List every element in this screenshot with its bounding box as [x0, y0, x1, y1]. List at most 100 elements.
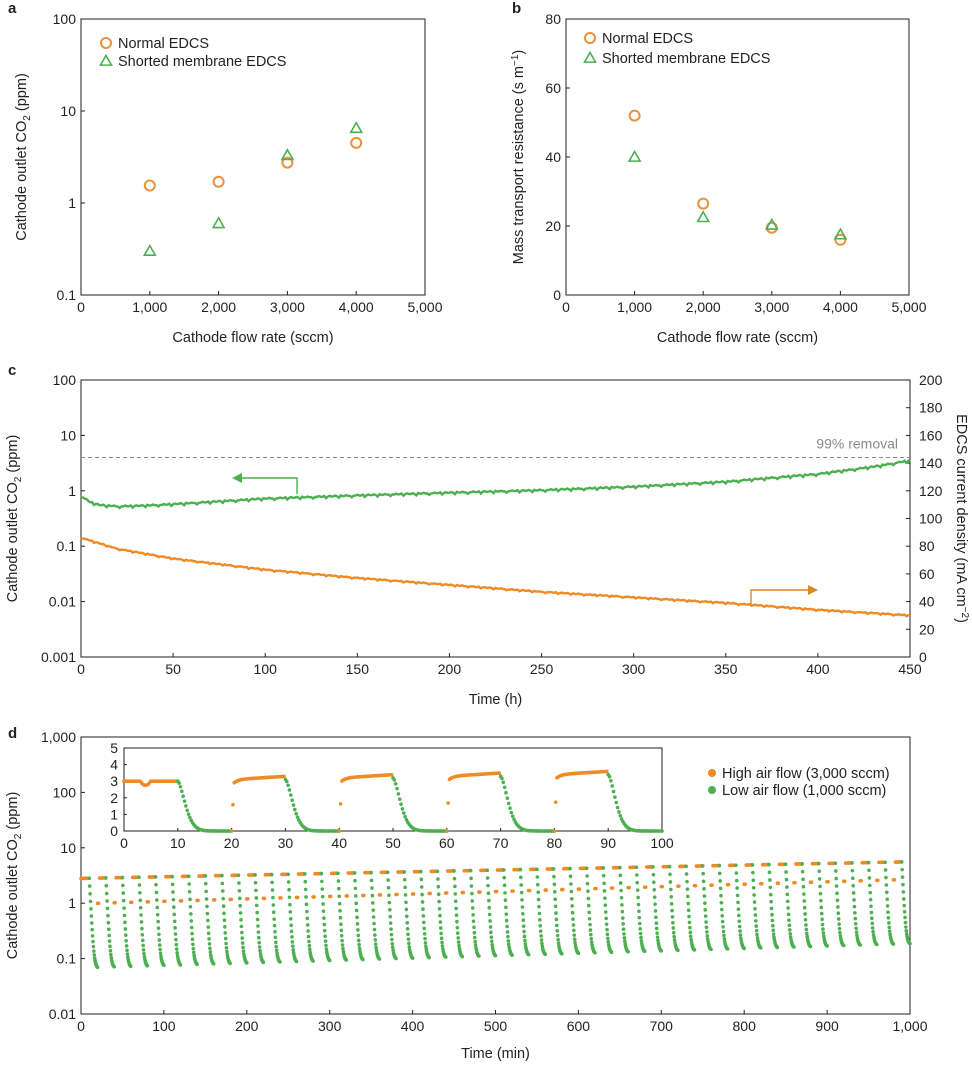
x-tick-label: 450: [898, 661, 922, 677]
low-flow-point: [523, 942, 528, 946]
low-flow-point: [522, 934, 527, 939]
shorted-edcs-point: [142, 243, 157, 257]
low-flow-point: [205, 911, 210, 916]
low-flow-point: [603, 910, 608, 914]
low-flow-point: [802, 892, 806, 896]
low-flow-point: [634, 865, 639, 870]
low-flow-point: [372, 921, 376, 926]
low-flow-point: [174, 942, 179, 947]
inset-low-flow-point: [399, 802, 403, 807]
inset-y-tick-label: 1: [110, 806, 118, 822]
low-flow-point: [239, 924, 244, 929]
low-flow-point: [867, 883, 872, 888]
low-flow-point: [836, 911, 841, 916]
low-flow-point: [692, 948, 697, 952]
low-flow-point: [372, 927, 377, 932]
low-flow-point: [502, 875, 507, 880]
low-flow-point: [157, 943, 162, 947]
low-flow-point: [585, 881, 590, 886]
low-flow-point: [606, 936, 610, 941]
high-flow-point: [527, 888, 532, 893]
low-flow-point: [274, 948, 279, 953]
low-flow-point: [405, 920, 410, 925]
low-flow-point: [288, 916, 293, 921]
low-flow-point: [540, 941, 544, 946]
low-flow-point: [769, 906, 774, 911]
low-flow-point: [337, 886, 341, 891]
inset-x-tick-label: 100: [650, 835, 674, 851]
inset-low-flow-point: [291, 803, 296, 807]
low-flow-point: [223, 924, 227, 929]
high-flow-point: [461, 890, 466, 895]
low-flow-point: [618, 865, 622, 870]
legend-label-shorted: Shorted membrane EDCS: [602, 51, 770, 67]
low-flow-point: [294, 959, 299, 964]
low-flow-point: [654, 926, 659, 931]
low-flow-point: [187, 889, 192, 894]
low-flow-point: [786, 906, 790, 910]
low-flow-point: [493, 953, 498, 958]
low-flow-point: [851, 891, 856, 895]
low-flow-point: [420, 900, 425, 904]
low-flow-point: [224, 946, 229, 950]
low-flow-point: [88, 899, 93, 904]
low-flow-point: [370, 893, 375, 898]
inset-high-flow-point: [497, 771, 502, 775]
low-flow-point: [609, 950, 614, 955]
low-flow-point: [377, 957, 382, 961]
legend-label-normal: Normal EDCS: [118, 36, 209, 52]
low-flow-point: [586, 896, 591, 901]
legend-label-normal: Normal EDCS: [602, 31, 693, 47]
inset-frame: [123, 747, 663, 832]
x-tick-label: 0: [77, 1018, 85, 1034]
x-axis-label-c: Time (h): [469, 692, 522, 708]
low-flow-point: [870, 926, 875, 930]
inset-low-flow-point: [286, 783, 290, 788]
low-flow-point: [469, 884, 474, 888]
low-flow-point: [270, 888, 275, 892]
low-flow-point: [353, 878, 357, 883]
low-flow-point: [623, 939, 627, 944]
low-flow-point: [107, 933, 111, 938]
x-tick-label: 150: [346, 661, 370, 677]
low-flow-point: [487, 898, 491, 903]
low-flow-point: [684, 864, 688, 869]
low-flow-point: [473, 939, 477, 944]
low-flow-point: [506, 939, 511, 943]
low-flow-point: [620, 916, 625, 920]
high-flow-point: [511, 889, 515, 893]
inset-low-flow-point: [510, 814, 515, 819]
inset-x-tick-label: 50: [385, 835, 401, 851]
low-flow-point: [371, 908, 376, 912]
normal-edcs-point: [628, 109, 641, 122]
low-flow-point: [887, 929, 892, 934]
low-flow-point: [519, 883, 523, 887]
low-flow-point: [866, 860, 871, 865]
low-flow-point: [737, 919, 742, 924]
low-flow-point: [337, 901, 342, 906]
low-flow-point: [438, 920, 443, 924]
low-flow-point: [403, 885, 407, 890]
low-flow-point: [254, 888, 258, 893]
low-flow-point: [854, 926, 858, 931]
left-axis-arrow-line: [240, 477, 298, 494]
low-flow-point: [225, 949, 229, 954]
low-flow-point: [189, 925, 194, 930]
low-flow-point: [389, 932, 394, 937]
low-flow-point: [158, 951, 163, 956]
low-flow-point: [654, 915, 658, 920]
low-flow-point: [108, 944, 112, 949]
low-flow-point: [206, 925, 211, 929]
low-flow-point: [321, 909, 326, 913]
low-flow-point: [90, 934, 95, 938]
low-flow-point: [261, 960, 266, 965]
low-flow-point: [656, 938, 660, 943]
low-flow-point: [771, 932, 776, 937]
low-flow-point: [373, 933, 377, 937]
low-flow-point: [739, 936, 743, 941]
low-flow-point: [369, 870, 373, 875]
low-flow-point: [339, 934, 344, 938]
low-flow-point: [287, 895, 292, 900]
low-flow-point: [286, 872, 291, 877]
low-flow-point: [287, 887, 291, 892]
